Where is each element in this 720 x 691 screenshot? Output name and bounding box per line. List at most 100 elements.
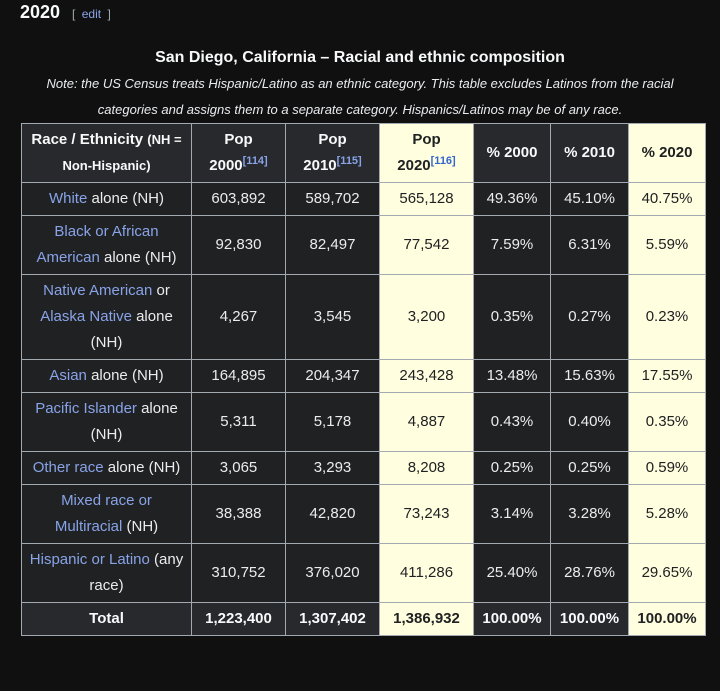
pop-2020-cell: 8,208 — [379, 451, 474, 485]
race-middle: or — [152, 282, 170, 299]
pop-2020-cell: 411,286 — [379, 543, 474, 603]
pop-2010-cell: 204,347 — [285, 359, 380, 393]
race-link-white[interactable]: White — [48, 190, 88, 207]
table-row-total: Total 1,223,400 1,307,402 1,386,932 100.… — [21, 602, 706, 636]
pct-2000-cell: 3.14% — [473, 484, 551, 544]
race-link-mixed-race[interactable]: Mixed race or Multiracial — [54, 492, 152, 535]
pop-2010-cell: 3,545 — [285, 274, 380, 360]
header-pct-2020: % 2020 — [628, 123, 706, 183]
race-cell: Other race alone (NH) — [21, 451, 192, 485]
pop-2010-cell: 82,497 — [285, 215, 380, 275]
pct-2000-cell: 25.40% — [473, 543, 551, 603]
race-link-hispanic[interactable]: Hispanic or Latino — [29, 551, 150, 568]
pct-2020-cell: 29.65% — [628, 543, 706, 603]
pop-2000-cell: 92,830 — [191, 215, 286, 275]
pop-2000-cell: 3,065 — [191, 451, 286, 485]
section-title: 2020 — [20, 2, 61, 22]
race-cell: Asian alone (NH) — [21, 359, 192, 393]
race-cell: Pacific Islander alone (NH) — [21, 392, 192, 452]
race-link-other-race[interactable]: Other race — [32, 459, 104, 476]
header-race-main: Race / Ethnicity — [31, 131, 144, 148]
race-link-pacific-islander[interactable]: Pacific Islander — [35, 400, 137, 417]
pop-2000-cell: 603,892 — [191, 182, 286, 216]
header-race-nh: (NH = Non-Hispanic) — [62, 132, 182, 173]
table-header-row: Race / Ethnicity (NH = Non-Hispanic) Pop… — [21, 123, 706, 183]
pop-2000-cell: 4,267 — [191, 274, 286, 360]
race-cell: White alone (NH) — [21, 182, 192, 216]
total-pop-2010: 1,307,402 — [285, 602, 380, 636]
edit-section: [ edit ] — [72, 7, 111, 21]
ref-115-link[interactable]: [115] — [336, 155, 362, 167]
pop-2010-cell: 589,702 — [285, 182, 380, 216]
caption-note: Note: the US Census treats Hispanic/Lati… — [46, 76, 674, 117]
pct-2020-cell: 0.23% — [628, 274, 706, 360]
table-row-other-race: Other race alone (NH) 3,065 3,293 8,208 … — [21, 451, 706, 485]
header-pop-2000-label: Pop 2000 — [209, 131, 253, 174]
pct-2010-cell: 15.63% — [550, 359, 629, 393]
pop-2020-cell: 243,428 — [379, 359, 474, 393]
pop-2020-cell: 3,200 — [379, 274, 474, 360]
total-pct-2000: 100.00% — [473, 602, 551, 636]
pop-2000-cell: 5,311 — [191, 392, 286, 452]
pop-2020-cell: 565,128 — [379, 182, 474, 216]
pop-2010-cell: 5,178 — [285, 392, 380, 452]
edit-link[interactable]: edit — [81, 7, 102, 21]
table-row-mixed-race: Mixed race or Multiracial (NH) 38,388 42… — [21, 484, 706, 544]
total-label: Total — [21, 602, 192, 636]
race-link-asian[interactable]: Asian — [49, 367, 87, 384]
table-row-asian: Asian alone (NH) 164,895 204,347 243,428… — [21, 359, 706, 393]
pct-2010-cell: 0.27% — [550, 274, 629, 360]
race-cell: Mixed race or Multiracial (NH) — [21, 484, 192, 544]
pop-2010-cell: 42,820 — [285, 484, 380, 544]
header-pop-2010: Pop 2010[115] — [285, 123, 380, 183]
race-suffix: alone (NH) — [103, 459, 181, 476]
race-link-alaska-native[interactable]: Alaska Native — [40, 308, 132, 325]
pct-2010-cell: 28.76% — [550, 543, 629, 603]
race-cell: Black or African American alone (NH) — [21, 215, 192, 275]
race-link-black[interactable]: Black or African American — [36, 223, 159, 266]
header-pop-2000: Pop 2000[114] — [191, 123, 286, 183]
race-link-native-american[interactable]: Native American — [43, 282, 153, 299]
pct-2020-cell: 5.59% — [628, 215, 706, 275]
pop-2000-cell: 164,895 — [191, 359, 286, 393]
pct-2010-cell: 45.10% — [550, 182, 629, 216]
table-row-native: Native American or Alaska Native alone (… — [21, 274, 706, 360]
race-suffix: alone (NH) — [86, 367, 164, 384]
pop-2010-cell: 376,020 — [285, 543, 380, 603]
pop-2010-cell: 3,293 — [285, 451, 380, 485]
caption-title: San Diego, California – Racial and ethni… — [155, 49, 565, 66]
table-row-white: White alone (NH) 603,892 589,702 565,128… — [21, 182, 706, 216]
pct-2010-cell: 0.40% — [550, 392, 629, 452]
table-row-pacific-islander: Pacific Islander alone (NH) 5,311 5,178 … — [21, 392, 706, 452]
pct-2000-cell: 0.25% — [473, 451, 551, 485]
pop-2020-cell: 4,887 — [379, 392, 474, 452]
pop-2000-cell: 38,388 — [191, 484, 286, 544]
pop-2000-cell: 310,752 — [191, 543, 286, 603]
race-suffix: alone (NH) — [90, 308, 173, 351]
ref-116-link[interactable]: [116] — [430, 155, 456, 167]
race-suffix: (any race) — [89, 551, 184, 594]
header-pop-2010-label: Pop 2010 — [303, 131, 347, 174]
header-pop-2020-label: Pop 2020 — [397, 131, 441, 174]
racial-composition-table: Race / Ethnicity (NH = Non-Hispanic) Pop… — [21, 123, 706, 636]
pct-2010-cell: 3.28% — [550, 484, 629, 544]
pop-2020-cell: 77,542 — [379, 215, 474, 275]
table-caption: San Diego, California – Racial and ethni… — [0, 45, 720, 123]
total-pop-2000: 1,223,400 — [191, 602, 286, 636]
pct-2000-cell: 13.48% — [473, 359, 551, 393]
pop-2020-cell: 73,243 — [379, 484, 474, 544]
header-pct-2000: % 2000 — [473, 123, 551, 183]
pct-2000-cell: 7.59% — [473, 215, 551, 275]
section-heading: 2020 [ edit ] — [20, 2, 111, 28]
table-row-black: Black or African American alone (NH) 92,… — [21, 215, 706, 275]
ref-114-link[interactable]: [114] — [242, 155, 268, 167]
pct-2020-cell: 17.55% — [628, 359, 706, 393]
pct-2010-cell: 0.25% — [550, 451, 629, 485]
total-pop-2020: 1,386,932 — [379, 602, 474, 636]
total-pct-2020: 100.00% — [628, 602, 706, 636]
race-suffix: alone (NH) — [99, 249, 177, 266]
pct-2020-cell: 0.59% — [628, 451, 706, 485]
race-suffix: alone (NH) — [90, 400, 178, 443]
header-pop-2020: Pop 2020[116] — [379, 123, 474, 183]
table-row-hispanic: Hispanic or Latino (any race) 310,752 37… — [21, 543, 706, 603]
